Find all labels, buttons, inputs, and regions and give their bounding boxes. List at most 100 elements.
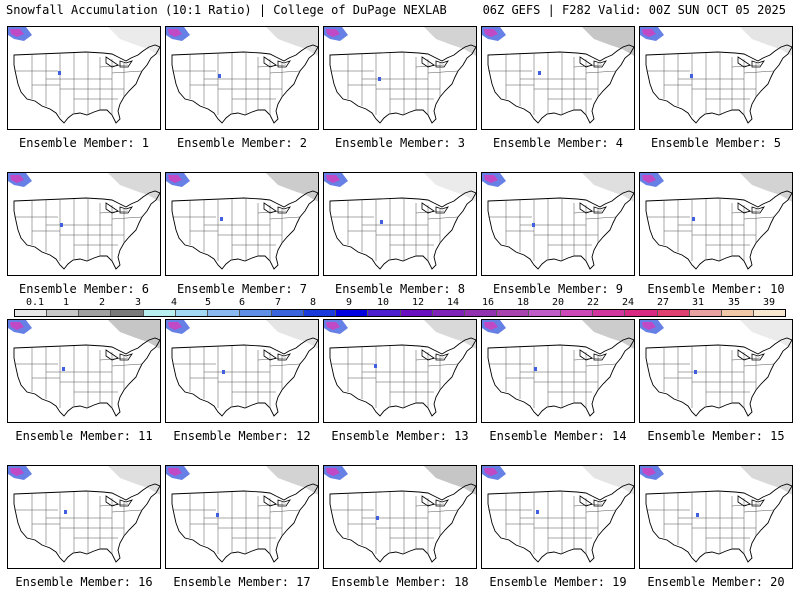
legend-label: 27	[656, 297, 670, 308]
ensemble-member-label: Ensemble Member: 10	[647, 282, 785, 296]
snow-area	[374, 364, 377, 368]
map-title: Snowfall Accumulation (10:1 Ratio) | Col…	[6, 3, 447, 17]
ensemble-map-panel	[165, 465, 319, 569]
great-lakes	[263, 349, 291, 361]
state-border	[743, 509, 775, 513]
snow-area	[168, 175, 182, 183]
us-map	[166, 27, 318, 124]
legend-label: 4	[170, 297, 178, 308]
coastline	[171, 337, 318, 417]
great-lakes	[737, 349, 765, 361]
coastline	[645, 483, 792, 563]
snow-area	[108, 466, 160, 495]
great-lakes	[737, 495, 765, 507]
coastline	[329, 190, 476, 270]
state-border	[269, 363, 301, 367]
snow-area	[64, 510, 67, 514]
model-run-info: 06Z GEFS | F282 Valid: 00Z SUN OCT 05 20…	[482, 3, 786, 17]
legend-swatch	[753, 310, 785, 316]
legend-swatch	[721, 310, 754, 316]
snow-area	[168, 322, 182, 330]
snow-area	[582, 27, 634, 56]
state-border	[585, 216, 617, 220]
us-map	[482, 320, 634, 417]
ensemble-map-panel	[639, 319, 793, 423]
ensemble-map-panel	[481, 172, 635, 276]
snow-area	[266, 173, 318, 202]
us-map	[8, 320, 160, 417]
legend-swatch	[496, 310, 529, 316]
us-map	[8, 27, 160, 124]
us-map	[324, 320, 476, 417]
snow-area	[266, 466, 318, 495]
snow-area	[108, 173, 160, 202]
legend-swatch	[272, 310, 305, 316]
ensemble-map-panel	[481, 465, 635, 569]
snow-area	[582, 173, 634, 202]
great-lakes	[737, 56, 765, 68]
great-lakes	[105, 202, 133, 214]
snow-area	[582, 466, 634, 495]
snow-area	[326, 175, 340, 183]
state-border	[743, 363, 775, 367]
snow-area	[326, 322, 340, 330]
legend-label: 6	[238, 297, 246, 308]
ensemble-map-panel	[7, 172, 161, 276]
legend-swatch	[464, 310, 497, 316]
state-border	[585, 363, 617, 367]
snow-area	[692, 217, 695, 221]
snow-area	[424, 466, 476, 495]
legend-label: 2	[98, 297, 106, 308]
ensemble-map-panel	[165, 172, 319, 276]
ensemble-member-label: Ensemble Member: 1	[18, 136, 150, 150]
ensemble-map-panel	[323, 319, 477, 423]
snow-area	[484, 175, 498, 183]
legend-swatch	[47, 310, 80, 316]
legend-swatch	[368, 310, 401, 316]
snow-area	[740, 27, 792, 56]
ensemble-member-label: Ensemble Member: 2	[176, 136, 308, 150]
snow-area	[266, 27, 318, 56]
ensemble-member-label: Ensemble Member: 14	[489, 429, 627, 443]
coastline	[13, 483, 160, 563]
snow-area	[642, 175, 656, 183]
snow-area	[108, 320, 160, 349]
legend-label: 10	[376, 297, 390, 308]
coastline	[329, 483, 476, 563]
snow-area	[10, 175, 24, 183]
legend-swatch	[432, 310, 465, 316]
us-map	[482, 27, 634, 124]
legend-swatch	[336, 310, 369, 316]
ensemble-member-label: Ensemble Member: 3	[334, 136, 466, 150]
legend-swatch	[304, 310, 337, 316]
legend-swatch	[529, 310, 562, 316]
legend-swatch	[657, 310, 690, 316]
great-lakes	[105, 56, 133, 68]
snow-area	[424, 27, 476, 56]
great-lakes	[421, 56, 449, 68]
us-map	[640, 466, 792, 563]
snow-area	[378, 77, 381, 81]
ensemble-member-label: Ensemble Member: 13	[331, 429, 469, 443]
state-border	[269, 70, 301, 74]
great-lakes	[263, 495, 291, 507]
ensemble-map-panel	[481, 319, 635, 423]
coastline	[171, 44, 318, 124]
great-lakes	[421, 495, 449, 507]
coastline	[13, 44, 160, 124]
snow-area	[62, 367, 65, 371]
great-lakes	[579, 495, 607, 507]
ensemble-map-panel	[7, 319, 161, 423]
ensemble-member-label: Ensemble Member: 5	[650, 136, 782, 150]
ensemble-map-panel	[7, 465, 161, 569]
legend-labels: 0.1 1 2 3 4 5 6 7 8 9 10 12 14 16 18 20 …	[14, 297, 786, 308]
great-lakes	[421, 202, 449, 214]
legend-label: 7	[274, 297, 282, 308]
legend-label: 9	[345, 297, 353, 308]
legend-swatch	[207, 310, 240, 316]
snow-area	[642, 468, 656, 476]
snow-area	[266, 320, 318, 349]
legend-swatch	[143, 310, 176, 316]
coastline	[645, 44, 792, 124]
coastline	[487, 44, 634, 124]
